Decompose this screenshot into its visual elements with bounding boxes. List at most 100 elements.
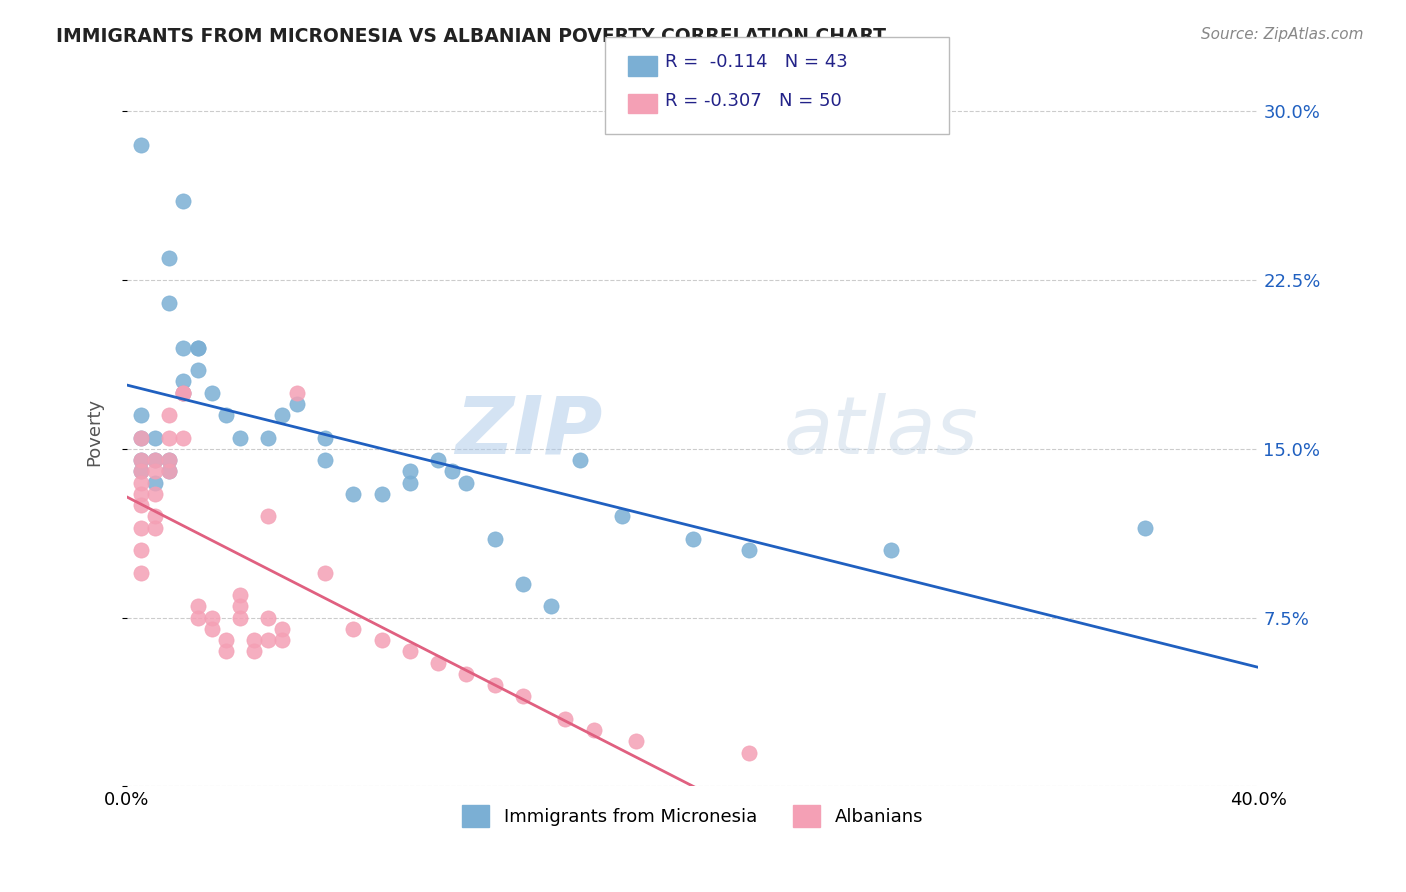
Point: [342, 487, 364, 501]
Point: [173, 385, 195, 400]
Point: [257, 509, 280, 524]
Point: [157, 431, 180, 445]
Point: [568, 453, 591, 467]
Point: [314, 431, 336, 445]
Point: [215, 408, 238, 422]
Point: [257, 610, 280, 624]
Point: [173, 341, 195, 355]
Point: [129, 475, 152, 490]
Text: Source: ZipAtlas.com: Source: ZipAtlas.com: [1201, 27, 1364, 42]
Point: [229, 610, 252, 624]
Point: [173, 431, 195, 445]
Point: [129, 431, 152, 445]
Point: [229, 599, 252, 614]
Point: [624, 734, 647, 748]
Point: [610, 509, 633, 524]
Point: [456, 475, 478, 490]
Point: [441, 464, 464, 478]
Point: [129, 464, 152, 478]
Point: [201, 385, 224, 400]
Point: [129, 453, 152, 467]
Point: [314, 453, 336, 467]
Point: [157, 453, 180, 467]
Point: [215, 644, 238, 658]
Text: R =  -0.114   N = 43: R = -0.114 N = 43: [665, 54, 848, 71]
Point: [173, 374, 195, 388]
Point: [157, 464, 180, 478]
Point: [738, 543, 761, 558]
Point: [129, 498, 152, 512]
Point: [540, 599, 562, 614]
Point: [157, 408, 180, 422]
Point: [682, 532, 704, 546]
Point: [173, 194, 195, 209]
Point: [129, 487, 152, 501]
Point: [143, 475, 166, 490]
Point: [129, 464, 152, 478]
Point: [129, 543, 152, 558]
Point: [484, 678, 506, 692]
Point: [398, 644, 420, 658]
Point: [143, 521, 166, 535]
Point: [271, 633, 294, 648]
Point: [370, 633, 392, 648]
Point: [201, 622, 224, 636]
Point: [143, 487, 166, 501]
Point: [215, 633, 238, 648]
Text: R = -0.307   N = 50: R = -0.307 N = 50: [665, 92, 842, 110]
Point: [129, 138, 152, 153]
Point: [143, 453, 166, 467]
Point: [456, 667, 478, 681]
Point: [257, 633, 280, 648]
Point: [173, 385, 195, 400]
Point: [143, 431, 166, 445]
Point: [129, 431, 152, 445]
Point: [157, 251, 180, 265]
Point: [129, 453, 152, 467]
Point: [398, 464, 420, 478]
Point: [187, 341, 209, 355]
Point: [229, 588, 252, 602]
Point: [370, 487, 392, 501]
Point: [582, 723, 605, 738]
Y-axis label: Poverty: Poverty: [86, 398, 103, 466]
Point: [173, 385, 195, 400]
Point: [285, 385, 308, 400]
Point: [554, 712, 576, 726]
Text: IMMIGRANTS FROM MICRONESIA VS ALBANIAN POVERTY CORRELATION CHART: IMMIGRANTS FROM MICRONESIA VS ALBANIAN P…: [56, 27, 886, 45]
Point: [129, 408, 152, 422]
Point: [143, 464, 166, 478]
Point: [257, 431, 280, 445]
Point: [157, 295, 180, 310]
Point: [342, 622, 364, 636]
Point: [738, 746, 761, 760]
Point: [512, 577, 534, 591]
Point: [271, 622, 294, 636]
Point: [129, 566, 152, 580]
Point: [285, 397, 308, 411]
Legend: Immigrants from Micronesia, Albanians: Immigrants from Micronesia, Albanians: [456, 797, 931, 834]
Point: [187, 599, 209, 614]
Point: [243, 633, 266, 648]
Point: [427, 656, 450, 670]
Point: [427, 453, 450, 467]
Point: [187, 363, 209, 377]
Point: [229, 431, 252, 445]
Point: [880, 543, 903, 558]
Point: [157, 464, 180, 478]
Point: [143, 509, 166, 524]
Point: [484, 532, 506, 546]
Text: ZIP: ZIP: [454, 393, 602, 471]
Point: [1135, 521, 1157, 535]
Point: [314, 566, 336, 580]
Point: [143, 453, 166, 467]
Point: [129, 521, 152, 535]
Point: [271, 408, 294, 422]
Point: [512, 690, 534, 704]
Point: [157, 453, 180, 467]
Text: atlas: atlas: [783, 393, 979, 471]
Point: [243, 644, 266, 658]
Point: [398, 475, 420, 490]
Point: [187, 341, 209, 355]
Point: [187, 610, 209, 624]
